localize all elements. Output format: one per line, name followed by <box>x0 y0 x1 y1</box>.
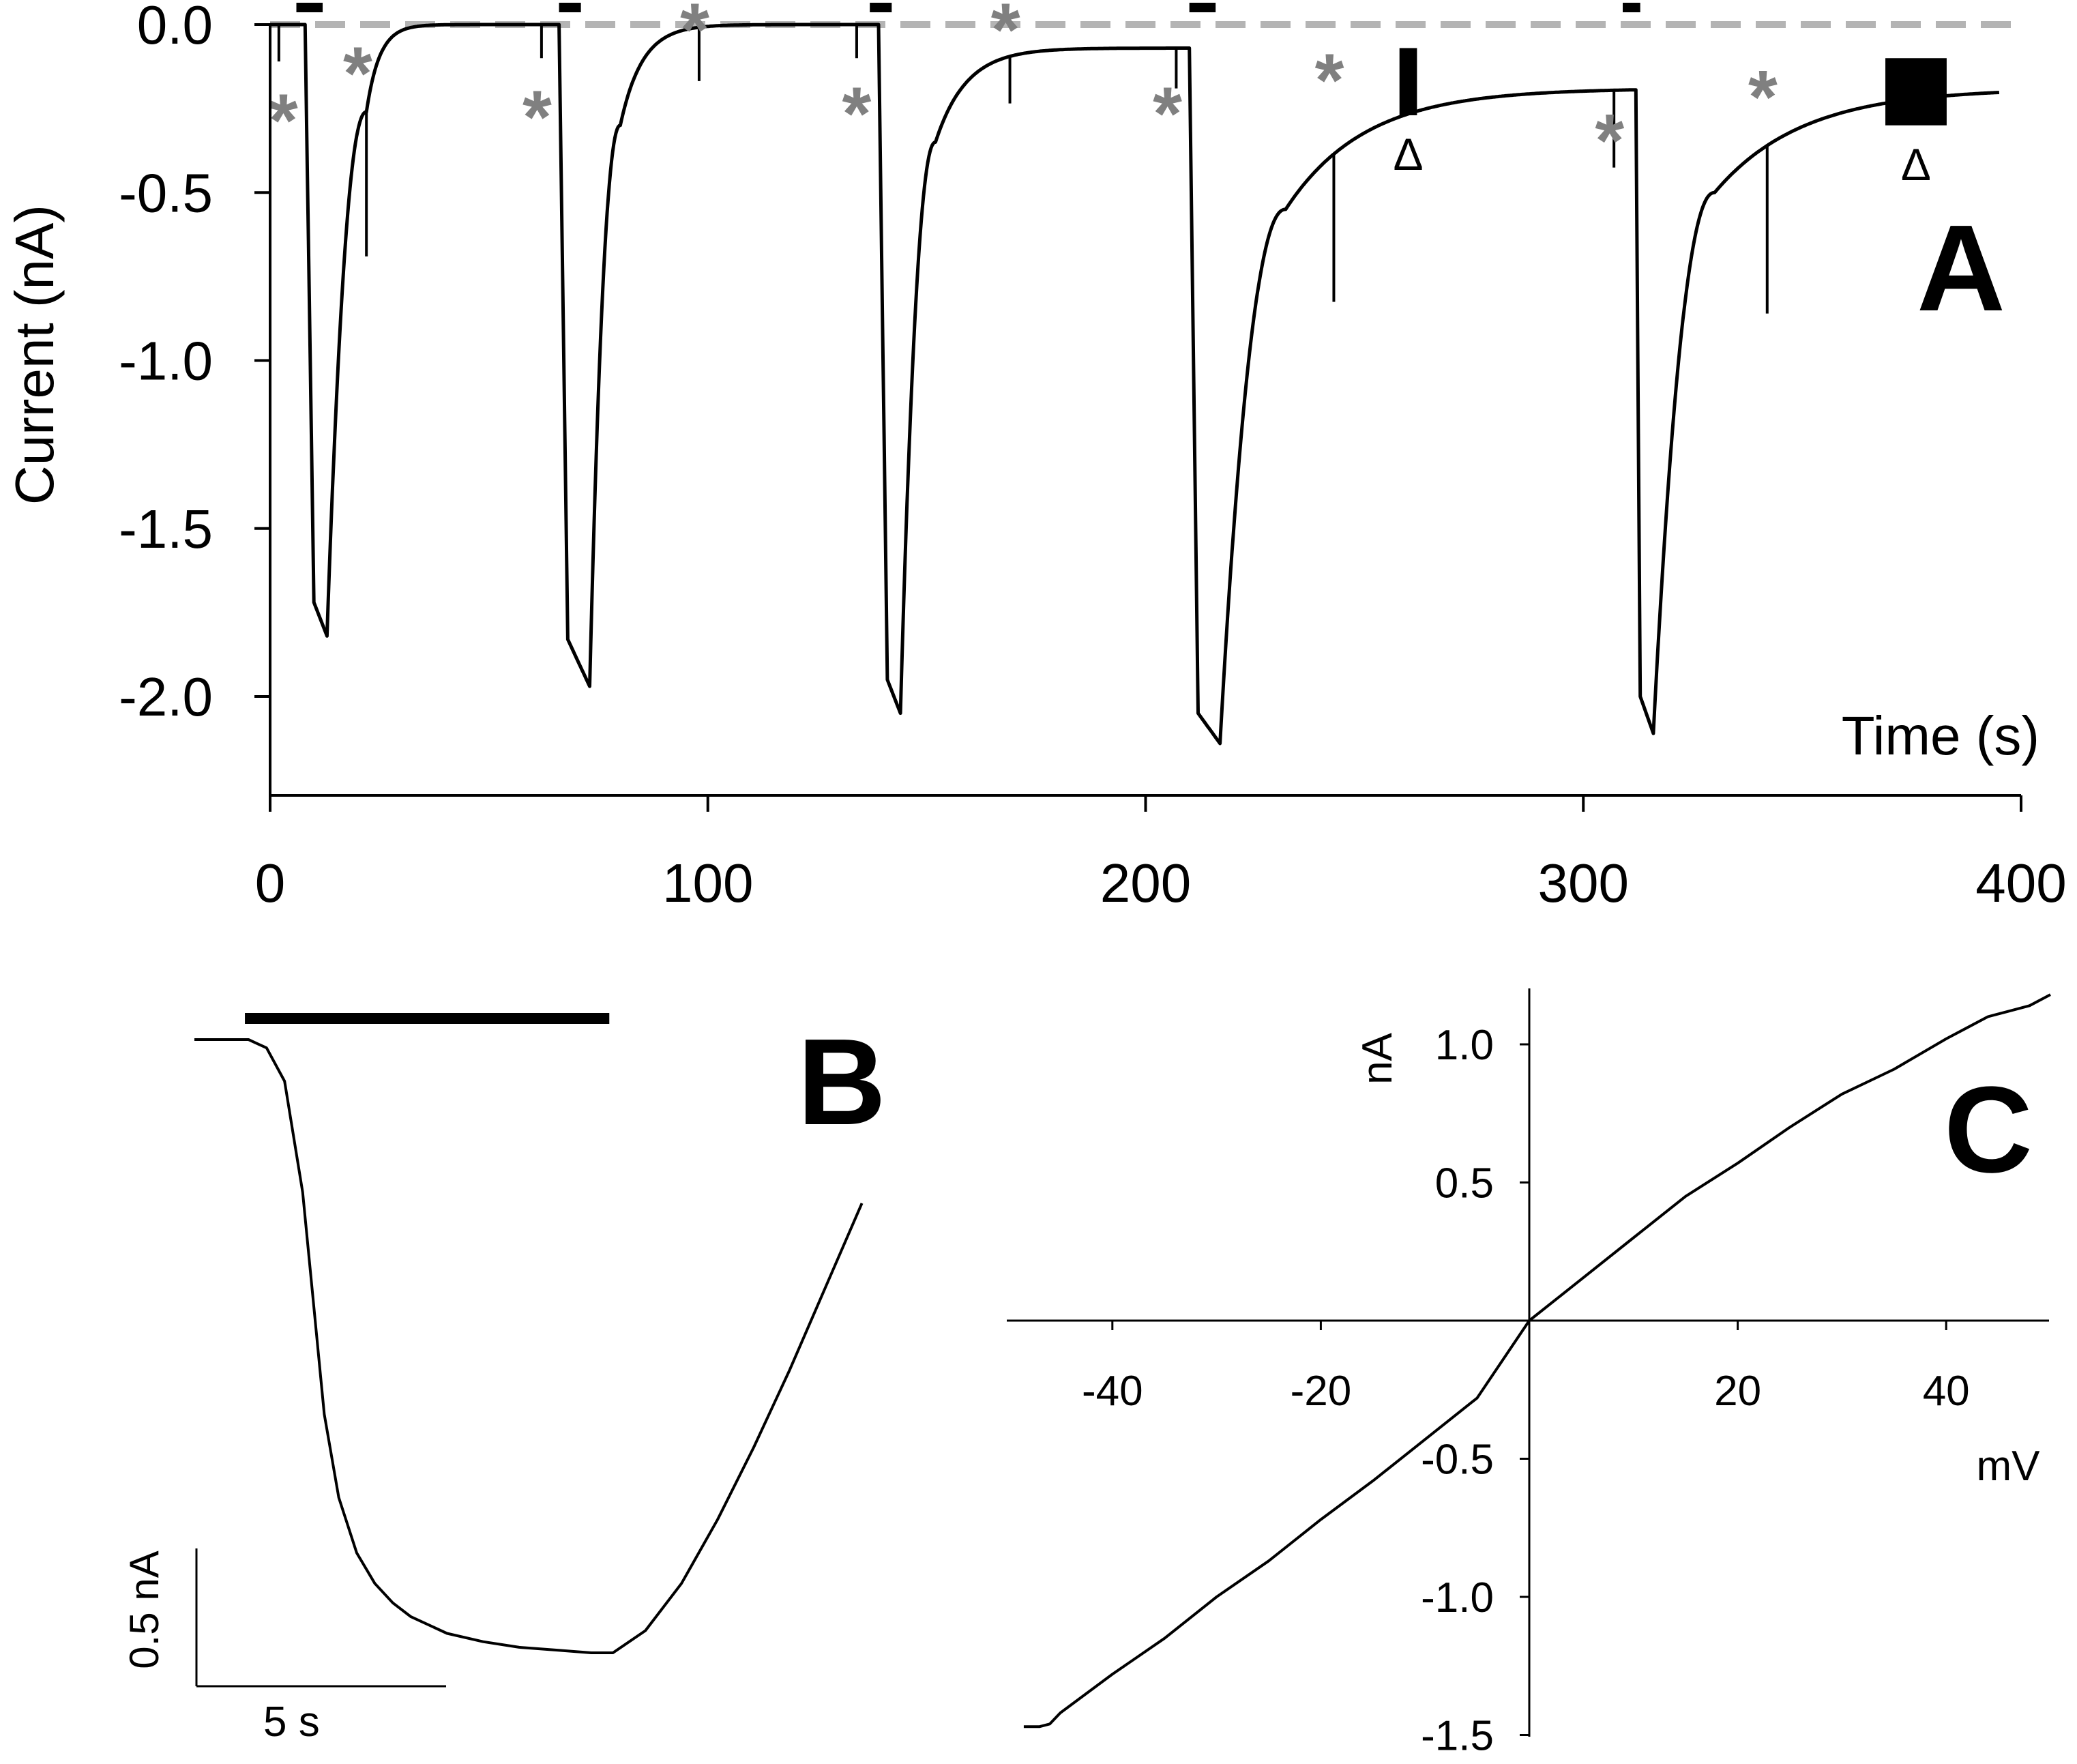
panel-c-iv-trace <box>1023 993 2051 1729</box>
panel-a-application-bar-3 <box>1189 3 1216 12</box>
panel-a-star-marker-4: * <box>842 72 872 156</box>
panel-b-scale-y-label: 0.5 nA <box>121 1550 167 1669</box>
panel-c-x-tick-label-2: 20 <box>1714 1368 1761 1415</box>
panel-b: 0.5 nA 5 s B <box>121 1013 886 1746</box>
panel-c-y-tick-label-2: -0.5 <box>1421 1437 1494 1484</box>
panel-a-y-tick-label-1: -0.5 <box>119 162 213 223</box>
panel-c-y-tick-label-4: -1.5 <box>1421 1713 1494 1760</box>
panel-a-star-marker-0: * <box>269 78 298 162</box>
panel-a-ramp-label-0: Δ <box>1394 129 1424 179</box>
panel-a-y-tick-label-4: -2.0 <box>119 666 213 727</box>
panel-a-ramp-label-1: Δ <box>1901 139 1931 190</box>
panel-c-x-tick-label-0: -40 <box>1082 1368 1143 1415</box>
panel-c-label: C <box>1944 1061 2033 1199</box>
panel-c-y-tick-label-0: 1.0 <box>1435 1022 1494 1069</box>
panel-a-application-bar-1 <box>559 3 581 12</box>
panel-a-star-markers: * * * * * * * * * * <box>269 0 1778 183</box>
panel-b-label: B <box>797 1014 886 1151</box>
panel-a-application-bars <box>296 3 1640 12</box>
panel-a-x-tick-label-3: 300 <box>1538 853 1629 913</box>
panel-c-x-tick-label-3: 40 <box>1923 1368 1970 1415</box>
panel-a-y-axis-label: Current (nA) <box>4 205 65 505</box>
panel-a-star-marker-9: * <box>1748 55 1778 139</box>
panel-a-star-marker-2: * <box>522 75 552 159</box>
panel-a-star-marker-3: * <box>680 0 709 72</box>
panel-a-x-tick-label-0: 0 <box>255 853 286 913</box>
panel-a-y-tick-label-3: -1.5 <box>119 499 213 559</box>
panel-c-x-ticks: -40 -20 20 40 <box>1082 1321 1970 1415</box>
panel-c-x-tick-label-1: -20 <box>1291 1368 1352 1415</box>
panel-c: -40 -20 20 40 1.0 0.5 -0.5 -1.0 -1.5 mV nA C <box>1007 988 2051 1760</box>
panel-a-star-marker-5: * <box>991 0 1020 72</box>
panel-c-x-axis-label: mV <box>1977 1443 2041 1490</box>
panel-a-y-ticks: 0.0 -0.5 -1.0 -1.5 -2.0 <box>119 0 270 727</box>
panel-a-x-tick-label-4: 400 <box>1975 853 2066 913</box>
panel-c-y-tick-label-3: -1.0 <box>1421 1574 1494 1621</box>
panel-c-y-tick-label-1: 0.5 <box>1435 1160 1494 1207</box>
panel-a-y-tick-label-0: 0.0 <box>137 0 213 55</box>
panel-a-star-marker-6: * <box>1153 72 1182 156</box>
panel-a-application-bar-0 <box>296 3 323 12</box>
panel-a-y-tick-label-2: -1.0 <box>119 331 213 392</box>
panel-b-scale-x-label: 5 s <box>263 1699 320 1746</box>
panel-a-star-marker-8: * <box>1595 99 1624 183</box>
panel-a-x-tick-label-2: 200 <box>1100 853 1191 913</box>
panel-a-x-tick-label-1: 100 <box>662 853 753 913</box>
panel-a-application-bar-4 <box>1623 3 1640 12</box>
panel-a-application-bar-2 <box>870 3 892 12</box>
panel-b-current-trace <box>194 1038 864 1654</box>
panel-a-ramp-block-0 <box>1399 48 1417 115</box>
panel-a-current-trace <box>269 23 2000 746</box>
panel-c-y-ticks: 1.0 0.5 -0.5 -1.0 -1.5 <box>1421 1022 1529 1760</box>
panel-a-star-marker-1: * <box>343 31 372 115</box>
panel-a-ramp-block-1 <box>1885 58 1947 126</box>
panel-a-x-axis-label: Time (s) <box>1842 705 2039 766</box>
panel-a-star-marker-7: * <box>1315 38 1344 122</box>
panel-a-x-ticks: 0 100 200 300 400 <box>255 795 2067 913</box>
panel-a-label: A <box>1917 200 2005 337</box>
panel-a-spikes <box>277 25 1769 314</box>
panel-c-y-axis-label: nA <box>1354 1032 1401 1084</box>
